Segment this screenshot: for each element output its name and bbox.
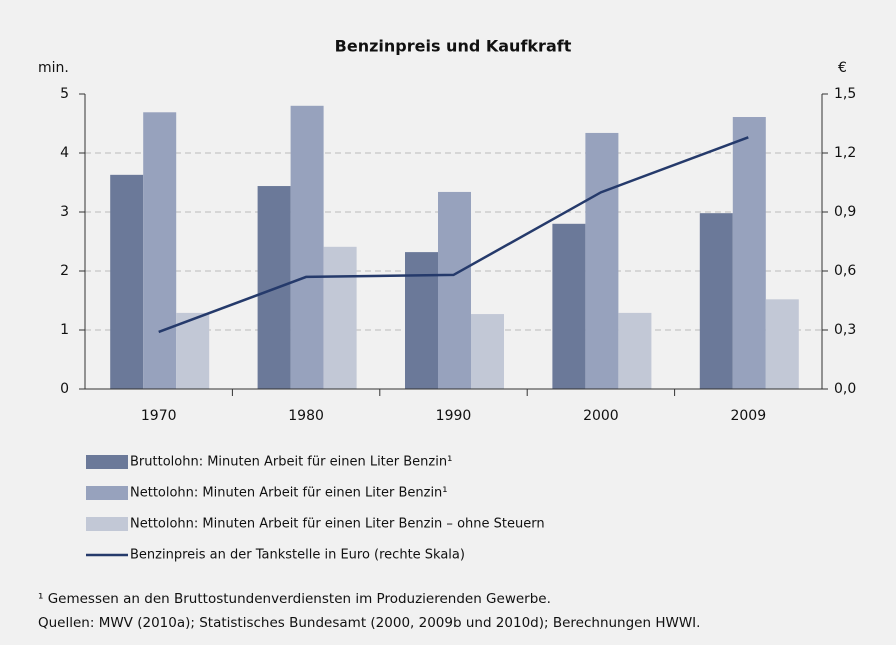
y-tick-label: 1 [60, 322, 69, 338]
x-tick-label: 2009 [730, 408, 766, 424]
y2-tick-label: 0,3 [834, 322, 856, 338]
bar [618, 312, 652, 389]
y2-axis-label: € [838, 60, 847, 76]
chart-title: Benzinpreis und Kaufkraft [335, 37, 572, 56]
y2-tick-label: 0,6 [834, 263, 856, 279]
y2-tick-label: 1,2 [834, 145, 856, 161]
x-tick-label: 1970 [141, 408, 177, 424]
x-tick-label: 2000 [583, 408, 619, 424]
legend-swatch [86, 517, 128, 531]
bar [110, 174, 144, 389]
bar [438, 191, 471, 389]
y-tick-label: 3 [60, 204, 69, 220]
bar [552, 223, 586, 389]
bar [405, 252, 438, 389]
bar [323, 246, 357, 389]
line [158, 136, 749, 334]
bar [143, 112, 177, 389]
bar [471, 314, 504, 389]
y-tick-label: 4 [60, 145, 69, 161]
footnote: Quellen: MWV (2010a); Statistisches Bund… [38, 615, 700, 631]
bar [176, 312, 210, 389]
legend-label: Bruttolohn: Minuten Arbeit für einen Lit… [130, 455, 452, 470]
y-tick-label: 0 [60, 381, 69, 397]
legend-label: Nettolohn: Minuten Arbeit für einen Lite… [130, 486, 448, 501]
bar [257, 186, 291, 389]
legend-label: Nettolohn: Minuten Arbeit für einen Lite… [130, 517, 545, 532]
x-tick-label: 1990 [436, 408, 472, 424]
bar [290, 105, 324, 390]
y-tick-label: 5 [60, 86, 69, 102]
y-axis-label: min. [38, 60, 69, 76]
y2-tick-label: 0,9 [834, 204, 856, 220]
bar [699, 213, 733, 389]
bar [765, 299, 799, 389]
footnote: ¹ Gemessen an den Bruttostundenverdienst… [38, 591, 551, 607]
legend-swatch [86, 486, 128, 500]
y-tick-label: 2 [60, 263, 69, 279]
y2-tick-label: 0,0 [834, 381, 856, 397]
x-tick-label: 1980 [288, 408, 324, 424]
bar [585, 132, 619, 389]
legend-swatch [86, 455, 128, 469]
bar [732, 117, 766, 389]
y2-tick-label: 1,5 [834, 86, 856, 102]
legend-label: Benzinpreis an der Tankstelle in Euro (r… [130, 548, 465, 563]
